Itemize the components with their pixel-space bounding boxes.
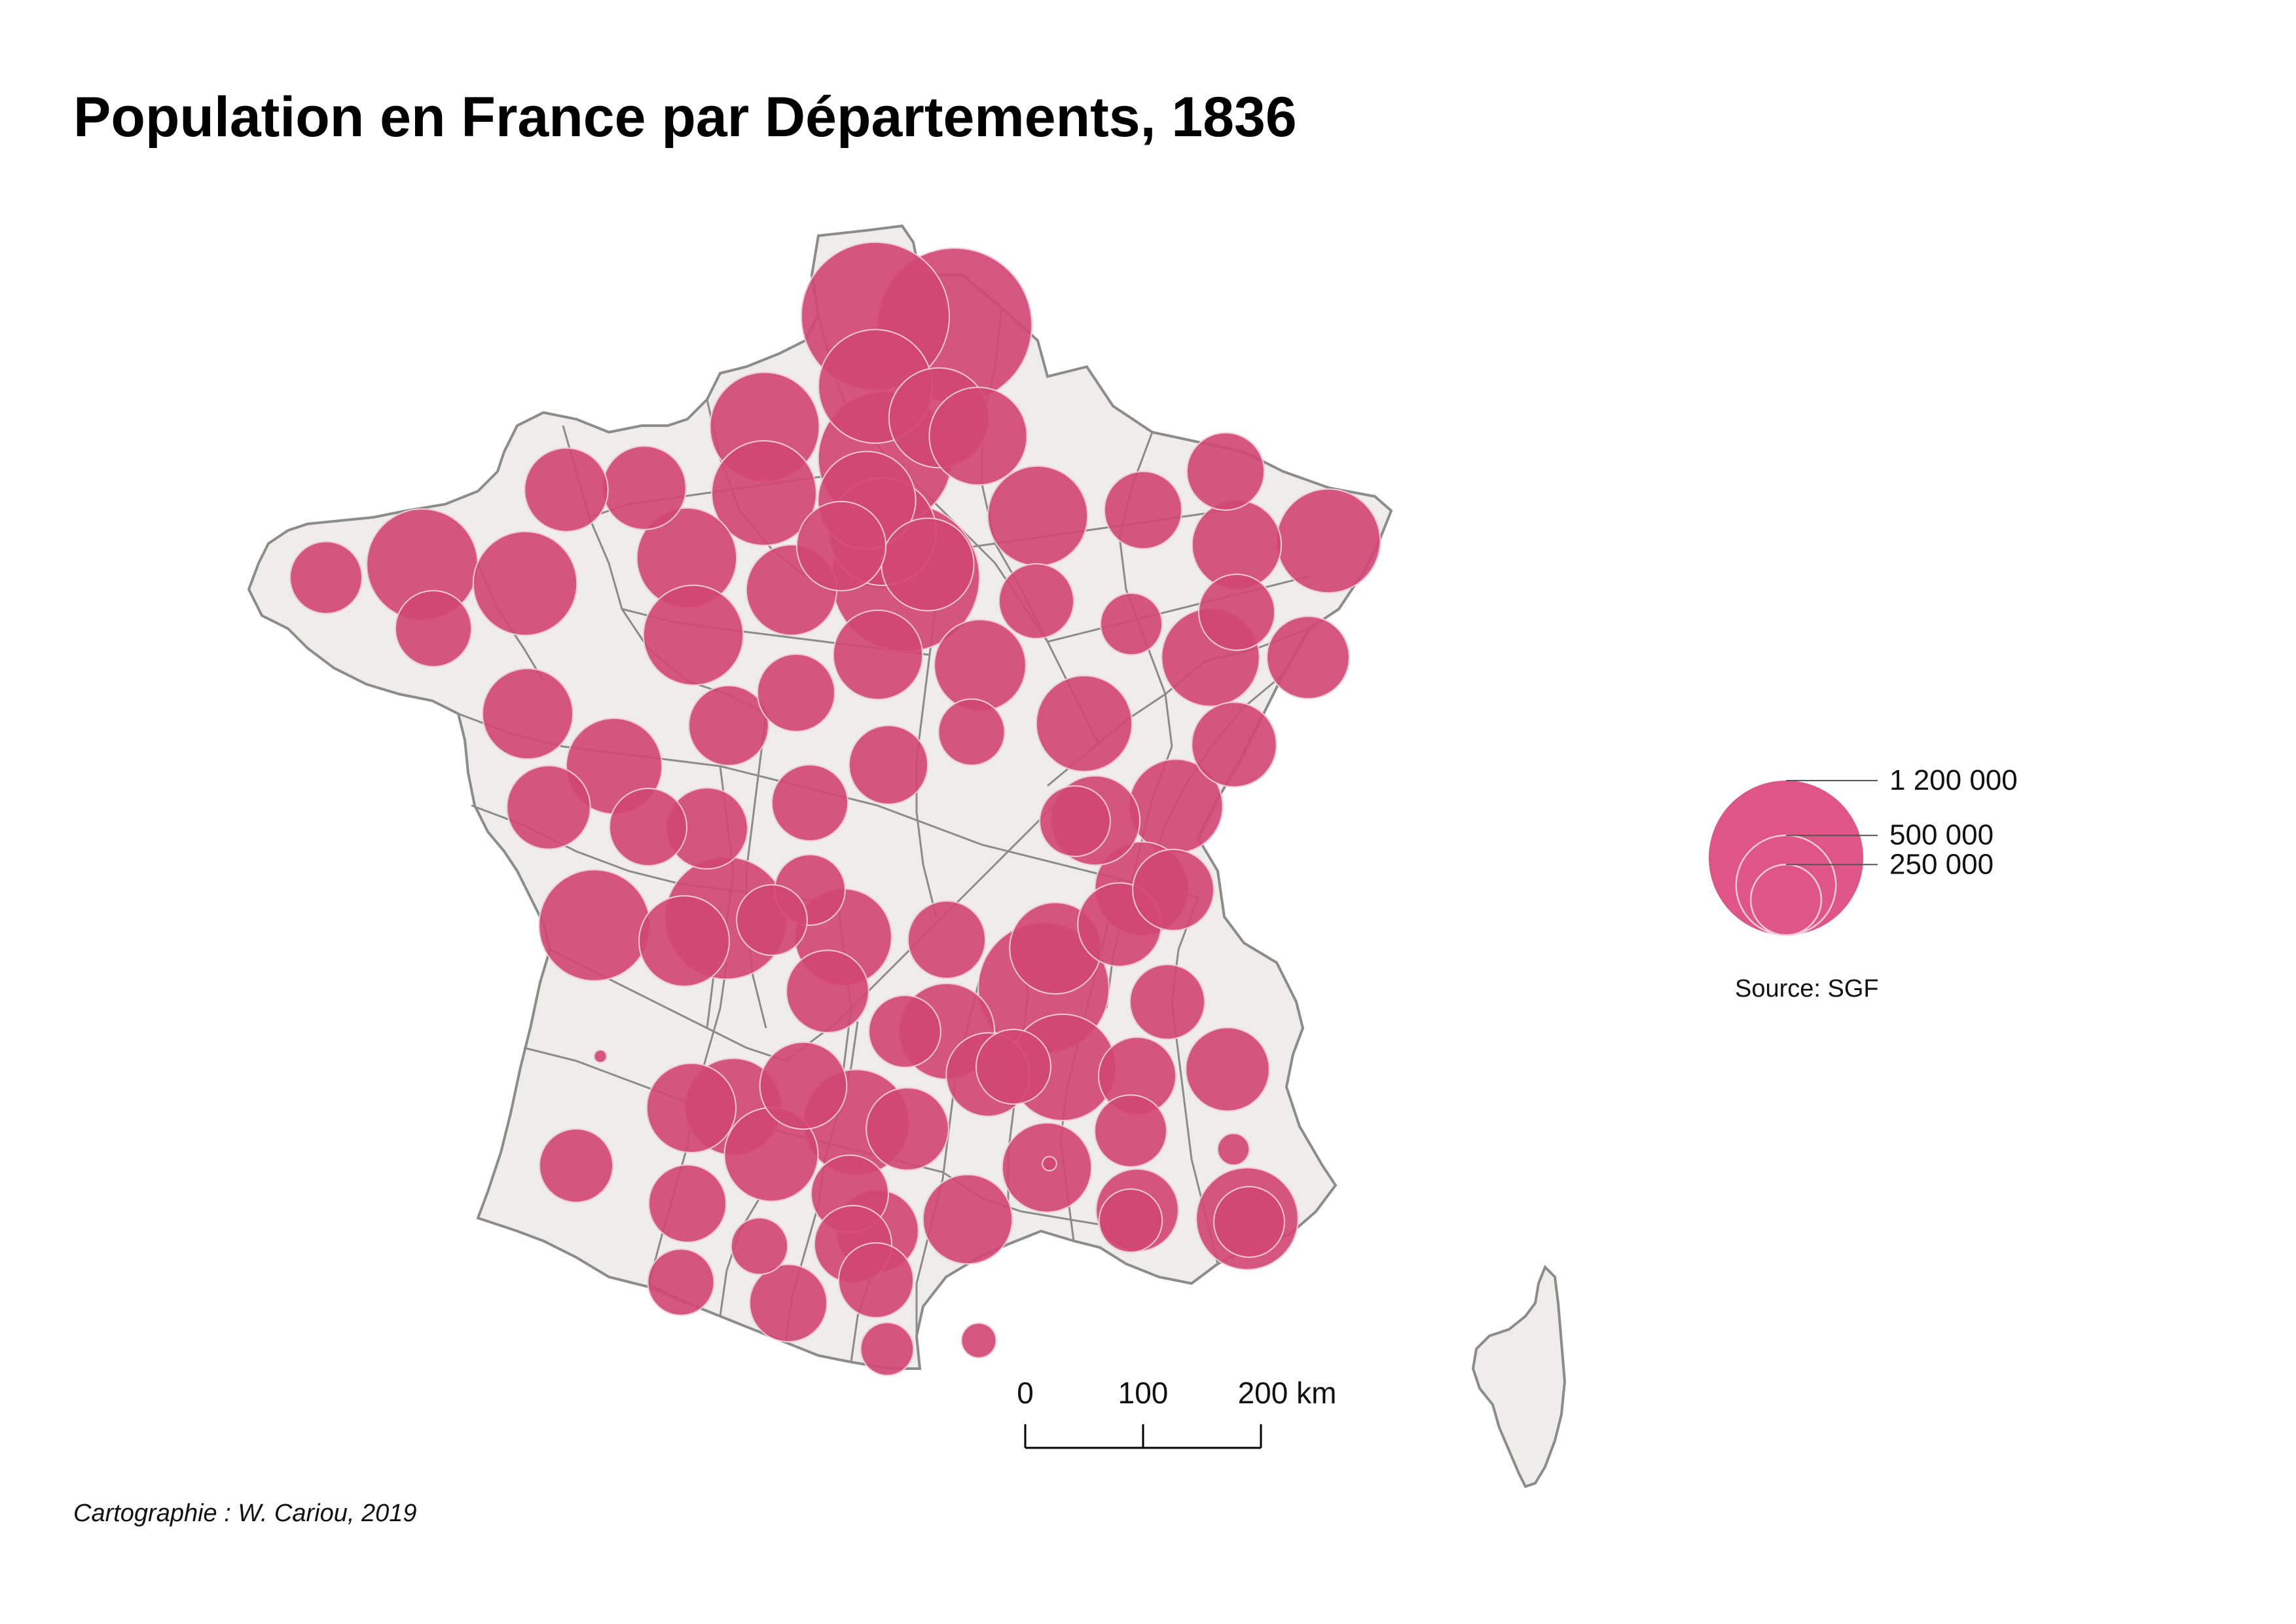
department-population-symbol	[1275, 488, 1381, 594]
department-population-symbol	[647, 1248, 715, 1316]
scale-bar-label: 100	[1118, 1376, 1169, 1410]
department-population-symbol	[1132, 849, 1214, 931]
department-population-symbol	[472, 530, 578, 637]
corsica	[1471, 1264, 1567, 1488]
legend-source: Source: SGF	[1735, 975, 1879, 1003]
department-population-symbol	[688, 685, 769, 766]
department-population-symbol	[998, 563, 1074, 639]
department-population-symbol	[506, 765, 591, 850]
scale-bar: 0 100 200 km	[1017, 1376, 1337, 1449]
department-population-symbol	[602, 445, 687, 530]
page-title: Population en France par Départements, 1…	[73, 86, 1297, 149]
department-population-symbol	[771, 764, 848, 841]
department-population-symbol	[638, 895, 730, 987]
department-population-symbol	[1191, 701, 1277, 788]
department-population-symbol	[1104, 471, 1182, 549]
department-population-symbol	[1039, 785, 1111, 857]
department-population-symbol	[1094, 1094, 1167, 1168]
department-population-symbol	[1042, 1156, 1057, 1172]
department-population-symbol	[860, 1321, 915, 1376]
scale-bar-label: 200 km	[1238, 1376, 1337, 1410]
department-population-symbol	[866, 1087, 949, 1171]
department-population-symbol	[749, 1264, 828, 1342]
department-population-symbol	[711, 440, 817, 546]
department-population-symbol	[646, 1062, 737, 1154]
department-population-symbol	[868, 995, 941, 1068]
scale-bar-label: 0	[1017, 1376, 1034, 1410]
legend-label: 250 000	[1889, 848, 1994, 880]
department-population-symbol	[395, 590, 472, 667]
legend-circle	[1709, 781, 1863, 935]
department-population-symbol	[1035, 674, 1133, 773]
department-population-symbol	[934, 619, 1027, 712]
legend-label: 500 000	[1889, 819, 1994, 851]
department-population-symbol	[907, 900, 986, 979]
department-population-symbol	[1129, 964, 1205, 1040]
department-population-symbol	[795, 500, 887, 592]
department-population-symbol	[730, 1217, 789, 1276]
department-population-symbol	[881, 517, 975, 612]
department-population-symbol	[1266, 616, 1350, 699]
department-population-symbol	[960, 1322, 997, 1359]
department-population-symbol	[938, 698, 1006, 766]
department-population-symbol	[736, 884, 808, 956]
department-population-symbol	[524, 447, 609, 532]
department-population-symbol	[1098, 1188, 1163, 1253]
population-symbols	[289, 242, 1381, 1376]
department-population-symbol	[1185, 1027, 1270, 1112]
legend-label: 1 200 000	[1889, 764, 2018, 796]
department-population-symbol	[838, 1242, 914, 1318]
department-population-symbol	[786, 950, 869, 1033]
department-population-symbol	[928, 386, 1028, 486]
department-population-symbol	[848, 725, 928, 805]
department-population-symbol	[289, 541, 363, 614]
credit-text: Cartographie : W. Cariou, 2019	[73, 1500, 417, 1527]
department-population-symbol	[642, 584, 744, 686]
department-population-symbol	[987, 465, 1089, 567]
department-population-symbol	[757, 654, 835, 732]
department-population-symbol	[482, 668, 574, 760]
department-population-symbol	[593, 1049, 608, 1063]
department-population-symbol	[922, 1173, 1013, 1265]
department-population-symbol	[975, 1029, 1051, 1105]
department-population-symbol	[1213, 1186, 1285, 1258]
department-population-symbol	[538, 869, 651, 982]
department-population-symbol	[609, 788, 687, 866]
department-population-symbol	[648, 1164, 727, 1243]
department-population-symbol	[759, 1041, 848, 1130]
department-population-symbol	[1198, 574, 1275, 651]
department-population-symbol	[1216, 1132, 1250, 1166]
department-population-symbol	[1186, 432, 1265, 511]
department-population-symbol	[539, 1128, 613, 1203]
department-population-symbol	[832, 609, 924, 701]
department-population-symbol	[1100, 593, 1163, 655]
